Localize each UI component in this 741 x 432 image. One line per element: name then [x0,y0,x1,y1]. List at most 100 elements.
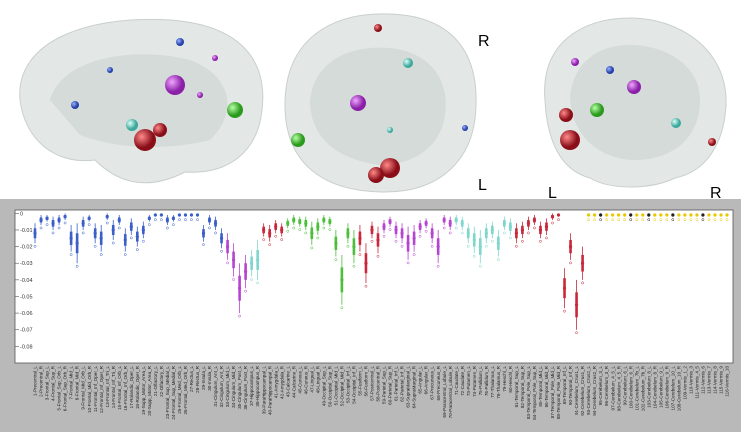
outlier [563,309,566,313]
median [250,261,254,265]
median [340,278,344,282]
outlier [701,218,705,222]
x-tick-label: 50-Occipital_Sup_R [327,365,332,407]
outlier [99,253,103,256]
outlier [647,218,651,222]
x-tick-label: 94-Cerebelum_Crus2_R [592,365,597,415]
x-tick-label: 97-Cerebelum_4_5_L [610,366,615,411]
orientation-label: L [548,185,557,202]
x-tick-label: 59-Parietal_Sup_L [382,366,387,404]
median [219,236,224,240]
median [496,241,500,245]
x-tick-label: 30-Insula_R [207,365,212,390]
x-tick-label: 21-Olfactory_L [153,366,158,397]
outlier [412,253,416,256]
median [268,231,272,235]
outlier [274,234,278,238]
median [556,213,561,217]
median [111,228,115,232]
x-tick-label: 18-Rolandic_Oper_R [135,365,140,409]
x-tick-label: 55-Fusiform_L [358,366,363,396]
x-tick-label: 71-Caudate_L [454,366,459,396]
outlier [406,261,410,265]
outlier [599,218,602,222]
median [514,231,518,235]
outlier [533,226,536,230]
x-tick-label: 77-Thalamus_L [490,366,495,398]
median [454,218,458,222]
median [99,236,103,240]
median [382,225,386,229]
median [586,213,591,217]
x-tick-label: 36-Cingulum_Post_R [243,365,248,409]
x-tick-label: 53-Occipital_Inf_L [346,366,351,403]
outlier [87,223,91,226]
median [532,218,537,222]
median [165,218,169,222]
outlier [63,221,67,225]
outlier [280,238,284,241]
median [237,286,242,290]
x-tick-label: 89-Temporal_Inf_L [562,366,567,405]
x-tick-label: 33-Cingulum_Mid_L [225,366,230,408]
outlier [226,261,229,265]
median [599,213,603,217]
x-tick-label: 19-Supp_Motor_Area_L [141,366,146,415]
x-tick-label: 62-Parietal_Inf_R [400,365,405,401]
y-tick-label: -0.02 [20,245,33,251]
median [225,244,230,249]
outlier [322,226,326,230]
outlier [370,239,374,243]
x-tick-label: 102-Cerebelum_7b_R [640,365,645,411]
outlier [316,236,320,240]
x-tick-label: 98-Cerebelum_4_5_R [616,365,621,411]
outlier [93,244,97,248]
x-tick-label: 32-Cingulum_Ant_R [219,365,224,407]
x-tick-label: 85-Temporal_Mid_L [538,366,543,407]
x-tick-label: 6-Frontal_Sup_Orb_R [63,365,68,411]
x-tick-label: 41-Amygdala_L [273,366,278,399]
x-tick-label: 103-Cerebelum_8_L [646,366,651,408]
x-tick-label: 48-Lingual_R [315,365,320,393]
x-tick-label: 10-Frontal_Mid_Orb_R [87,365,92,413]
x-tick-label: 67-Precuneus_L [430,366,435,400]
orientation-label: L [478,177,487,194]
outlier [388,228,392,231]
x-tick-label: 69-Paracentral_Lobule_L [442,366,447,418]
x-tick-label: 11-Frontal_Inf_Oper_L [93,366,98,413]
outlier [454,226,458,230]
median [105,215,109,219]
median [611,213,615,217]
median [177,213,182,217]
median [364,261,368,265]
median [580,261,585,265]
median [653,213,657,217]
x-tick-label: 25-Frontal_Med_Orb_L [177,366,182,414]
x-tick-label: 108-Cerebelum_10_R [676,365,681,411]
orientation-label: R [478,33,490,50]
outlier [208,226,211,230]
x-tick-label: 61-Parietal_Inf_L [394,366,399,401]
median [304,221,308,225]
x-tick-label: 2-Precentral_R [39,365,44,397]
outlier [141,239,145,243]
outlier [328,228,332,231]
median [412,236,416,240]
x-tick-label: 81-Temporal_Sup_L [514,366,519,408]
x-tick-label: 28-Rectus_R [195,365,200,392]
x-tick-label: 42-Amygdala_R [279,365,284,399]
x-tick-label: 46-Cuneus_R [303,365,308,394]
outlier [707,218,711,222]
outlier [268,243,272,246]
x-tick-label: 99-Cerebelum_6_L [622,366,627,406]
median [117,218,121,222]
outlier [557,218,560,222]
outlier [472,254,476,258]
outlier [135,248,139,251]
outlier [478,264,482,268]
outlier [45,223,49,226]
outlier [448,231,452,235]
x-tick-label: 83-Temporal_Pole_Sup_L [526,366,531,420]
x-tick-label: 84-Temporal_Pole_Sup_R [532,365,537,420]
x-tick-label: 109-Vermis_1_2 [682,366,687,400]
